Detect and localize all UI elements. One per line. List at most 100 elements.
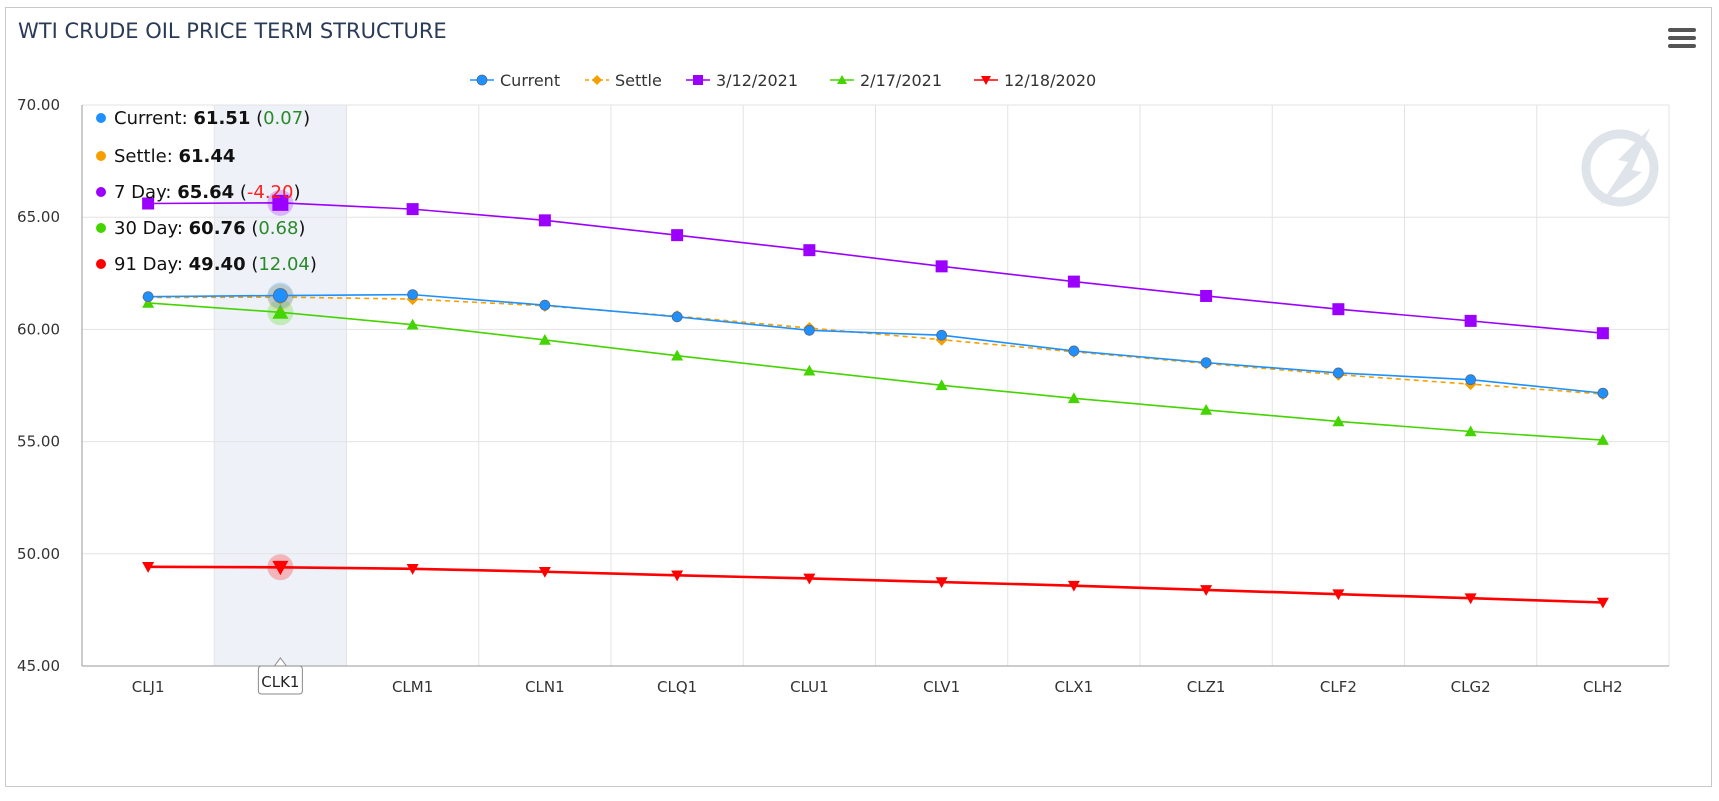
series-line-3 bbox=[148, 302, 1603, 441]
data-point[interactable] bbox=[935, 577, 948, 589]
legend-marker[interactable] bbox=[592, 75, 602, 85]
data-point[interactable] bbox=[935, 260, 948, 273]
data-point[interactable] bbox=[1067, 580, 1080, 592]
data-point-hover[interactable] bbox=[272, 194, 289, 211]
data-point[interactable] bbox=[671, 229, 684, 242]
data-point[interactable] bbox=[1067, 392, 1080, 404]
legend-label: Settle bbox=[615, 71, 662, 90]
data-point[interactable] bbox=[1067, 275, 1080, 288]
x-tick-label: CLN1 bbox=[525, 678, 565, 696]
data-point[interactable] bbox=[142, 291, 154, 303]
chart-title: WTI CRUDE OIL PRICE TERM STRUCTURE bbox=[18, 19, 447, 43]
data-point[interactable] bbox=[1200, 357, 1212, 369]
tooltip-dot bbox=[96, 113, 106, 123]
x-tick-label: CLQ1 bbox=[657, 678, 697, 696]
x-tooltip-label: CLK1 bbox=[261, 673, 299, 691]
tooltip-value: 60.76 bbox=[188, 218, 246, 239]
tooltip-label: 30 Day: bbox=[114, 218, 189, 239]
series-line-1 bbox=[148, 296, 1603, 395]
data-point[interactable] bbox=[1596, 434, 1609, 445]
data-point[interactable] bbox=[1068, 345, 1080, 357]
data-point[interactable] bbox=[1200, 289, 1213, 302]
series-line-2 bbox=[148, 202, 1603, 335]
legend-marker[interactable] bbox=[981, 76, 991, 85]
y-tick-label: 65.00 bbox=[17, 208, 60, 226]
tooltip-change: 0.07 bbox=[263, 108, 304, 129]
y-tick-label: 45.00 bbox=[17, 657, 60, 675]
tooltip-label: Settle: bbox=[114, 146, 179, 167]
legend-item[interactable]: 2/17/2021 bbox=[830, 71, 942, 90]
quote-logo-icon bbox=[1581, 128, 1659, 207]
data-point[interactable] bbox=[1464, 425, 1477, 437]
legend-label: 2/17/2021 bbox=[860, 71, 942, 90]
data-point[interactable] bbox=[406, 564, 419, 575]
tooltip-value: 61.51 bbox=[193, 108, 251, 129]
legend-label: 3/12/2021 bbox=[716, 71, 798, 90]
x-tick-label: CLZ1 bbox=[1187, 678, 1226, 696]
legend-marker[interactable] bbox=[476, 74, 488, 86]
data-point[interactable] bbox=[671, 349, 684, 361]
legend-item[interactable]: Settle bbox=[585, 71, 662, 90]
data-point[interactable] bbox=[803, 244, 816, 257]
data-point[interactable] bbox=[1200, 403, 1213, 415]
tooltip-label: 91 Day: bbox=[114, 254, 189, 275]
data-point-hover[interactable] bbox=[272, 560, 289, 576]
x-tick-label: CLJ1 bbox=[132, 678, 165, 696]
data-point[interactable] bbox=[1596, 597, 1609, 609]
data-point[interactable] bbox=[1332, 415, 1345, 427]
data-point[interactable] bbox=[142, 197, 155, 210]
tooltip-row: 30 Day: 60.76 (0.68) bbox=[96, 218, 305, 239]
x-tooltip-pointer bbox=[273, 657, 287, 667]
legend-marker[interactable] bbox=[837, 75, 847, 84]
data-point[interactable] bbox=[1464, 593, 1477, 605]
data-point[interactable] bbox=[1332, 589, 1345, 601]
legend-label: Current bbox=[500, 71, 560, 90]
tooltip-row: Settle: 61.44 bbox=[96, 146, 235, 167]
x-tick-label: CLG2 bbox=[1451, 678, 1491, 696]
tooltip-label: Current: bbox=[114, 108, 194, 129]
tooltip-change: 0.68 bbox=[258, 218, 299, 239]
data-point[interactable] bbox=[406, 318, 419, 330]
series-line-4 bbox=[148, 565, 1603, 604]
legend-item[interactable]: 12/18/2020 bbox=[974, 71, 1096, 90]
legend-marker[interactable] bbox=[693, 75, 703, 85]
x-tick-label: CLF2 bbox=[1320, 678, 1357, 696]
data-point[interactable] bbox=[671, 311, 683, 323]
data-point-hover[interactable] bbox=[272, 288, 288, 303]
data-point[interactable] bbox=[538, 566, 551, 578]
data-point[interactable] bbox=[803, 364, 816, 376]
y-tick-label: 70.00 bbox=[17, 96, 60, 114]
tooltip-dot bbox=[96, 259, 106, 269]
data-point-hover[interactable] bbox=[272, 304, 289, 319]
data-point[interactable] bbox=[407, 289, 419, 301]
hamburger-menu-icon[interactable] bbox=[1668, 28, 1696, 52]
data-point[interactable] bbox=[1200, 585, 1213, 596]
y-tick-label: 50.00 bbox=[17, 545, 60, 563]
data-point[interactable] bbox=[1465, 374, 1477, 386]
data-point[interactable] bbox=[803, 573, 816, 585]
data-point[interactable] bbox=[1597, 387, 1609, 399]
x-tick-label: CLH2 bbox=[1583, 678, 1623, 696]
y-tick-label: 55.00 bbox=[17, 433, 60, 451]
data-point[interactable] bbox=[803, 324, 815, 336]
data-point[interactable] bbox=[1332, 303, 1345, 316]
data-point[interactable] bbox=[538, 333, 551, 345]
data-point[interactable] bbox=[671, 570, 684, 582]
data-point[interactable] bbox=[142, 562, 155, 573]
tooltip-dot bbox=[96, 151, 106, 161]
legend-item[interactable]: Current bbox=[470, 71, 560, 90]
tooltip-label: 7 Day: bbox=[114, 182, 178, 203]
tooltip-dot bbox=[96, 187, 106, 197]
data-point[interactable] bbox=[1464, 314, 1477, 327]
data-point[interactable] bbox=[539, 299, 551, 311]
data-point[interactable] bbox=[406, 203, 419, 216]
x-tick-label: CLV1 bbox=[923, 678, 960, 696]
legend-item[interactable]: 3/12/2021 bbox=[686, 71, 798, 90]
x-tooltip-box bbox=[257, 665, 303, 695]
data-point[interactable] bbox=[935, 379, 948, 391]
data-point[interactable] bbox=[1332, 367, 1344, 379]
data-point[interactable] bbox=[1596, 327, 1609, 340]
data-point[interactable] bbox=[538, 214, 551, 227]
data-point[interactable] bbox=[936, 329, 948, 341]
x-tick-label: CLM1 bbox=[392, 678, 433, 696]
